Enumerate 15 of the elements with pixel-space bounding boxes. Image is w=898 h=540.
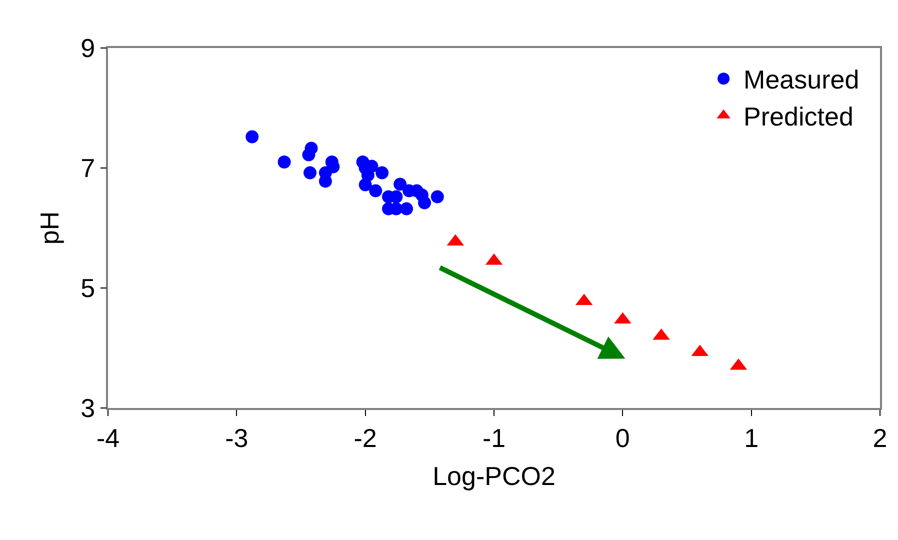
x-tick-label: 0 <box>615 422 630 453</box>
y-tick-label: 9 <box>80 33 96 64</box>
y-axis-title: pH <box>34 211 64 245</box>
x-tick-label: 1 <box>744 422 759 453</box>
y-tick-label: 3 <box>80 393 96 424</box>
x-tick-label: -3 <box>225 422 248 453</box>
x-tick-label: -2 <box>354 422 377 453</box>
y-tick-label: 7 <box>80 153 96 184</box>
x-tick-label: -4 <box>96 422 120 453</box>
y-tick-label: 5 <box>80 273 96 304</box>
legend-label: Measured <box>744 64 860 95</box>
x-tick-label: -1 <box>482 422 506 453</box>
legend-label: Predicted <box>744 102 854 132</box>
x-axis-title: Log-PCO2 <box>432 461 556 492</box>
x-tick-label: 2 <box>872 422 888 453</box>
